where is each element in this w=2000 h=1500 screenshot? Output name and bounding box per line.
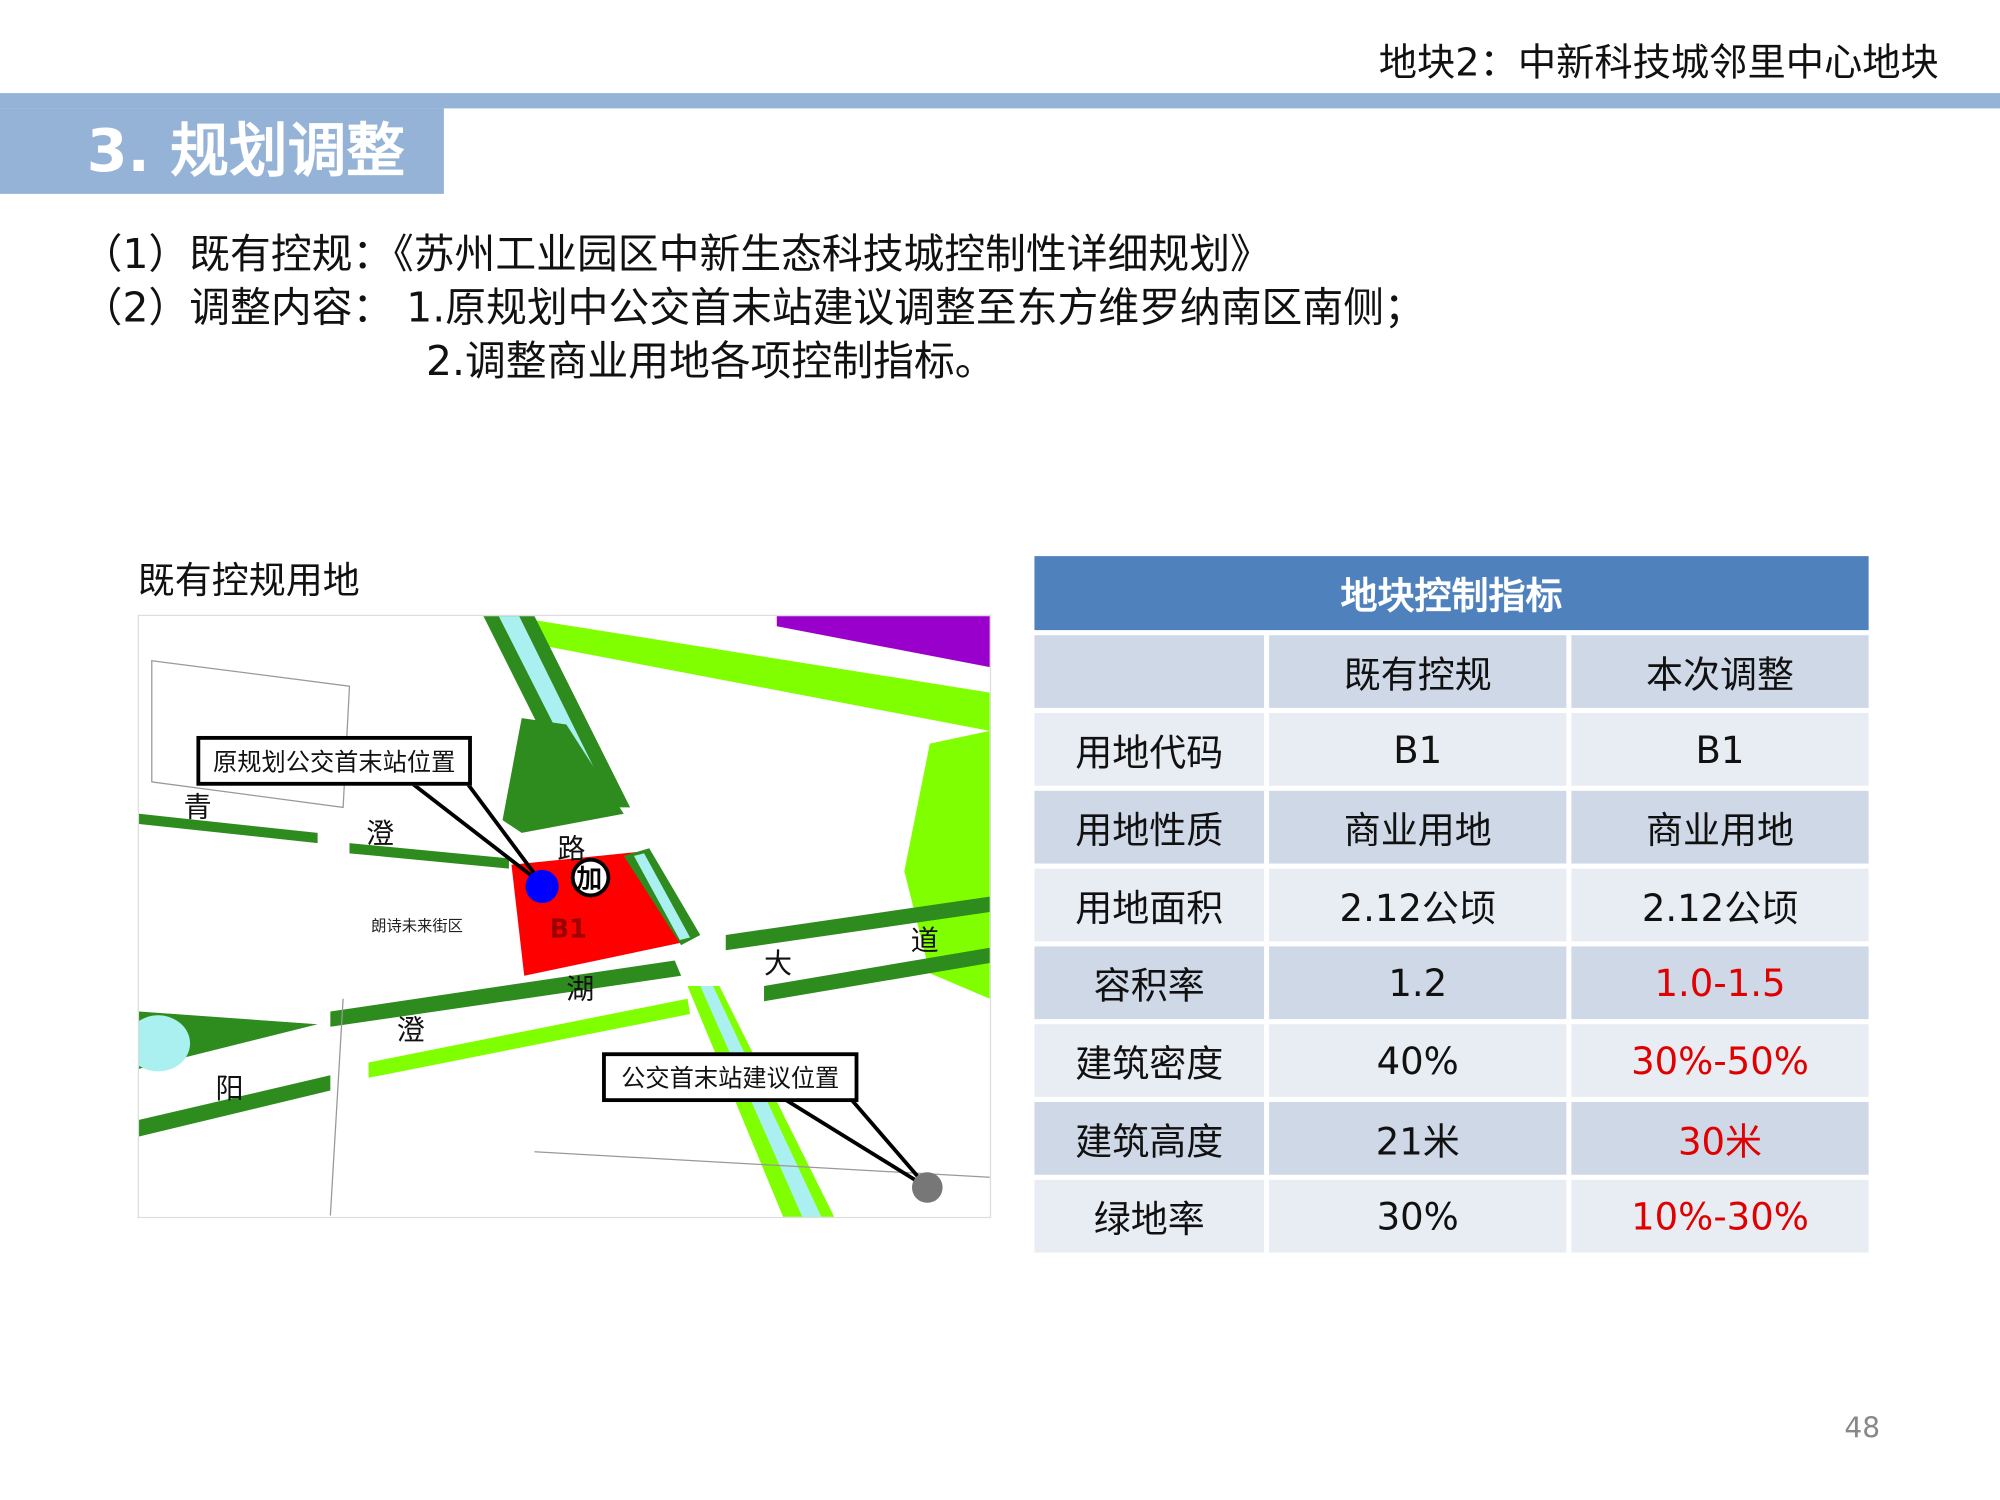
slide-topic: 地块2：中新科技城邻里中心地块 [1378,40,1939,86]
row-label: 绿地率 [1034,1179,1270,1253]
adjusted-value: 2.12公顷 [1571,868,1869,942]
existing-value: B1 [1269,713,1572,786]
original-stop-marker [525,869,559,904]
canal-mid [633,853,691,941]
intro-line-2: （2）调整内容： 1.原规划中公交首末站建议调整至东方维罗纳南区南侧； [81,283,1425,332]
table-title: 地块控制指标 [1034,556,1869,631]
adjusted-value: 商业用地 [1571,790,1869,864]
existing-value: 40% [1269,1024,1572,1097]
park [502,718,624,833]
svg-text:路: 路 [557,832,585,865]
row-label: 建筑密度 [1034,1024,1270,1097]
existing-value: 商业用地 [1269,790,1572,864]
svg-text:湖: 湖 [566,973,594,1006]
svg-text:阳: 阳 [216,1072,244,1105]
adjusted-value: 10%-30% [1571,1179,1869,1253]
row-label: 建筑高度 [1034,1102,1270,1175]
adjusted-value: 1.0-1.5 [1571,946,1869,1020]
row-label: 容积率 [1034,946,1270,1020]
intro-line-1: （1）既有控规：《苏州工业园区中新生态科技城控制性详细规划》 [81,229,1271,279]
intro-line-3: 2.调整商业用地各项控制指标。 [426,336,996,386]
green-east [904,730,990,999]
district-label: 朗诗未来街区 [371,917,463,935]
existing-value: 1.2 [1269,946,1572,1020]
table-row: 用地性质 商业用地 商业用地 [1034,790,1869,864]
callout-original: 原规划公交首末站位置 [196,735,472,786]
table-row: 用地代码 B1 B1 [1034,713,1869,786]
table-row: 建筑高度 21米 30米 [1034,1102,1869,1175]
map-title: 既有控规用地 [137,558,360,603]
control-indicator-table: 地块控制指标 既有控规 本次调整 用地代码 B1 B1 用地性质 商业用地 商业用地 用… [1034,551,1869,1258]
row-label: 用地代码 [1034,713,1270,786]
table-row: 绿地率 30% 10%-30% [1034,1179,1869,1253]
header-bar [0,93,2000,109]
header-cell: 既有控规 [1269,635,1572,708]
proposed-stop-marker [911,1172,943,1203]
existing-value: 21米 [1269,1102,1572,1175]
callout-proposed: 公交首末站建议位置 [602,1052,859,1103]
adjusted-value: 30米 [1571,1102,1869,1175]
circled-char: 加 [577,865,603,895]
adjusted-value: 30%-50% [1571,1024,1869,1097]
page-number: 48 [1844,1413,1881,1446]
svg-text:青: 青 [184,790,212,823]
adjusted-value: B1 [1571,713,1869,786]
land-use-map: 青澄 路 大 道湖 澄阳 加 B1 朗诗未来街区 原规划公交首末站位置 公交首末站建… [126,614,992,1219]
svg-text:大: 大 [764,947,792,980]
table-row: 用地面积 2.12公顷 2.12公顷 [1034,868,1869,942]
table-header-row: 既有控规 本次调整 [1034,635,1869,708]
row-label: 用地性质 [1034,790,1270,864]
svg-text:澄: 澄 [366,817,394,850]
row-label: 用地面积 [1034,868,1270,942]
section-title: 3. 规划调整 [0,108,444,194]
existing-value: 30% [1269,1179,1572,1253]
svg-text:道: 道 [911,924,939,957]
svg-text:澄: 澄 [397,1014,425,1047]
purple-parcel [776,616,990,668]
existing-value: 2.12公顷 [1269,868,1572,942]
header-cell: 本次调整 [1571,635,1869,708]
green-belt-north [508,616,990,731]
parcel-label: B1 [550,914,587,944]
table-row: 容积率 1.2 1.0-1.5 [1034,946,1869,1020]
header-cell [1034,635,1270,708]
table-row: 建筑密度 40% 30%-50% [1034,1024,1869,1097]
